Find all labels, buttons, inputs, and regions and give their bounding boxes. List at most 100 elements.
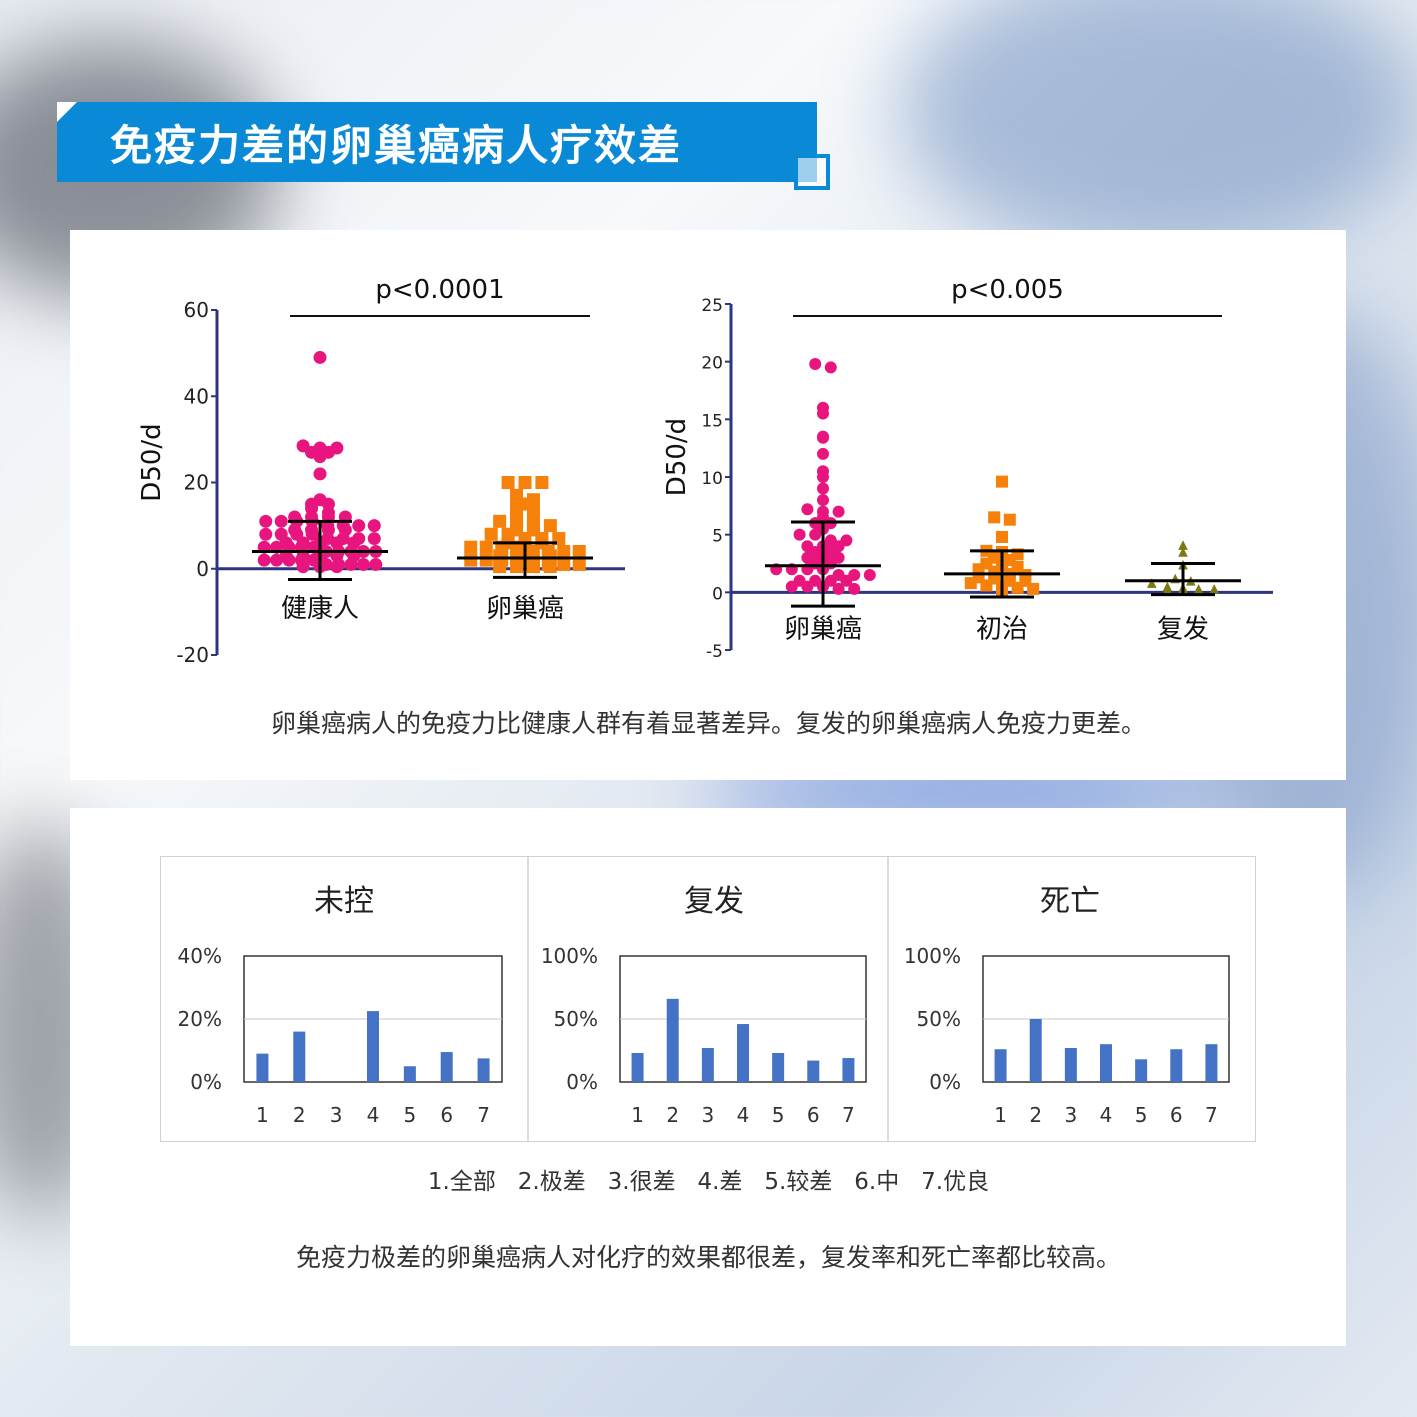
data-point bbox=[817, 430, 829, 443]
data-point bbox=[493, 514, 507, 528]
bar bbox=[1064, 1047, 1077, 1082]
y-tick-label: 20 bbox=[184, 471, 209, 495]
data-point bbox=[557, 557, 571, 571]
x-tick-label: 7 bbox=[842, 1103, 855, 1127]
bar bbox=[293, 1031, 306, 1082]
data-point bbox=[817, 482, 829, 495]
bar-panels-frame bbox=[160, 856, 1256, 1142]
data-point bbox=[793, 574, 806, 587]
y-tick-label: -20 bbox=[176, 643, 209, 667]
y-tick-label: 0% bbox=[929, 1070, 961, 1094]
data-point bbox=[479, 553, 493, 567]
y-tick-label: 50% bbox=[554, 1007, 598, 1031]
x-tick-label: 5 bbox=[1135, 1103, 1148, 1127]
y-tick-label: 5 bbox=[712, 527, 723, 547]
x-tick-label: 3 bbox=[701, 1103, 714, 1127]
x-tick-label: 4 bbox=[737, 1103, 750, 1127]
scatter-card bbox=[70, 230, 1346, 780]
data-point bbox=[809, 357, 822, 370]
data-point bbox=[352, 532, 366, 546]
category-label: 卵巢癌 bbox=[784, 614, 862, 644]
data-point bbox=[259, 527, 273, 541]
data-point bbox=[535, 476, 549, 489]
data-point bbox=[274, 527, 288, 541]
x-tick-label: 3 bbox=[330, 1103, 343, 1127]
data-point bbox=[572, 557, 586, 571]
x-tick-label: 5 bbox=[403, 1103, 416, 1127]
significance-label: p<0.005 bbox=[951, 275, 1064, 305]
data-point bbox=[793, 528, 806, 541]
x-tick-label: 4 bbox=[367, 1103, 380, 1127]
data-point bbox=[274, 514, 288, 528]
x-tick-label: 1 bbox=[631, 1103, 644, 1127]
data-point bbox=[988, 511, 1001, 524]
data-point bbox=[1178, 547, 1188, 557]
data-point bbox=[296, 439, 310, 453]
scatter-caption: 卵巢癌病人的免疫力比健康人群有着显著差异。复发的卵巢癌病人免疫力更差。 bbox=[270, 709, 1146, 738]
data-point bbox=[832, 505, 845, 518]
y-tick-label: 25 bbox=[701, 296, 723, 316]
data-point bbox=[1193, 584, 1204, 594]
data-point bbox=[526, 493, 540, 507]
data-point bbox=[996, 475, 1008, 488]
x-tick-label: 7 bbox=[1205, 1103, 1218, 1127]
x-tick-label: 1 bbox=[994, 1103, 1007, 1127]
data-point bbox=[313, 493, 327, 507]
header-notch bbox=[57, 102, 77, 122]
data-point bbox=[832, 569, 845, 582]
scatter-chart-healthy-vs-ovarian: -20 0 20 40 60 D50/d p<0.0001 健康人 卵巢癌 bbox=[137, 275, 625, 667]
bar bbox=[994, 1049, 1007, 1082]
scatter-chart-ovarian-subgroups: -5 0 5 10 15 20 25 D50/d p<0.005 卵巢癌 初治 复发 bbox=[662, 275, 1273, 662]
data-point bbox=[1209, 584, 1219, 594]
x-tick-label: 2 bbox=[293, 1103, 306, 1127]
bar bbox=[1135, 1059, 1148, 1082]
y-tick-label: 20 bbox=[701, 354, 723, 374]
x-tick-label: 6 bbox=[1170, 1103, 1183, 1127]
bar bbox=[842, 1058, 855, 1082]
x-tick-label: 3 bbox=[1064, 1103, 1077, 1127]
data-point bbox=[840, 534, 853, 547]
data-point bbox=[809, 574, 822, 587]
x-tick-label: 4 bbox=[1100, 1103, 1113, 1127]
y-tick-label: 15 bbox=[701, 411, 723, 431]
data-point bbox=[817, 401, 829, 414]
x-tick-label: 6 bbox=[807, 1103, 820, 1127]
y-tick-label: 40% bbox=[178, 944, 222, 968]
data-point bbox=[518, 476, 532, 489]
y-axis-label: D50/d bbox=[137, 423, 167, 501]
data-point bbox=[464, 553, 478, 567]
bar bbox=[666, 998, 679, 1082]
x-tick-label: 6 bbox=[440, 1103, 453, 1127]
header-square-icon bbox=[794, 154, 830, 190]
data-point bbox=[572, 545, 586, 558]
bar-chart-title: 未控 bbox=[314, 884, 374, 919]
bar bbox=[807, 1060, 820, 1082]
y-tick-label: 0% bbox=[566, 1070, 598, 1094]
x-tick-label: 5 bbox=[772, 1103, 785, 1127]
y-tick-label: 100% bbox=[904, 944, 961, 968]
bar-chart-title: 死亡 bbox=[1040, 884, 1100, 919]
data-point bbox=[848, 582, 861, 595]
bar-chart-title: 复发 bbox=[684, 884, 744, 919]
data-point bbox=[464, 540, 478, 554]
bar bbox=[477, 1058, 490, 1082]
data-point bbox=[817, 447, 829, 460]
x-tick-label: 2 bbox=[1029, 1103, 1042, 1127]
data-point bbox=[817, 494, 829, 507]
data-point bbox=[1162, 581, 1173, 592]
bar bbox=[367, 1011, 379, 1082]
category-label: 卵巢癌 bbox=[486, 594, 564, 624]
data-point bbox=[313, 441, 327, 455]
bar bbox=[631, 1053, 644, 1082]
data-point bbox=[557, 545, 571, 558]
significance-label: p<0.0001 bbox=[375, 275, 504, 305]
data-point bbox=[501, 476, 515, 489]
bar bbox=[1205, 1044, 1218, 1082]
y-tick-label: 100% bbox=[541, 944, 598, 968]
category-label: 初治 bbox=[976, 614, 1028, 644]
y-tick-label: 10 bbox=[701, 469, 723, 489]
y-tick-label: 0 bbox=[712, 584, 723, 604]
data-point bbox=[817, 505, 829, 518]
bar bbox=[1170, 1049, 1183, 1082]
